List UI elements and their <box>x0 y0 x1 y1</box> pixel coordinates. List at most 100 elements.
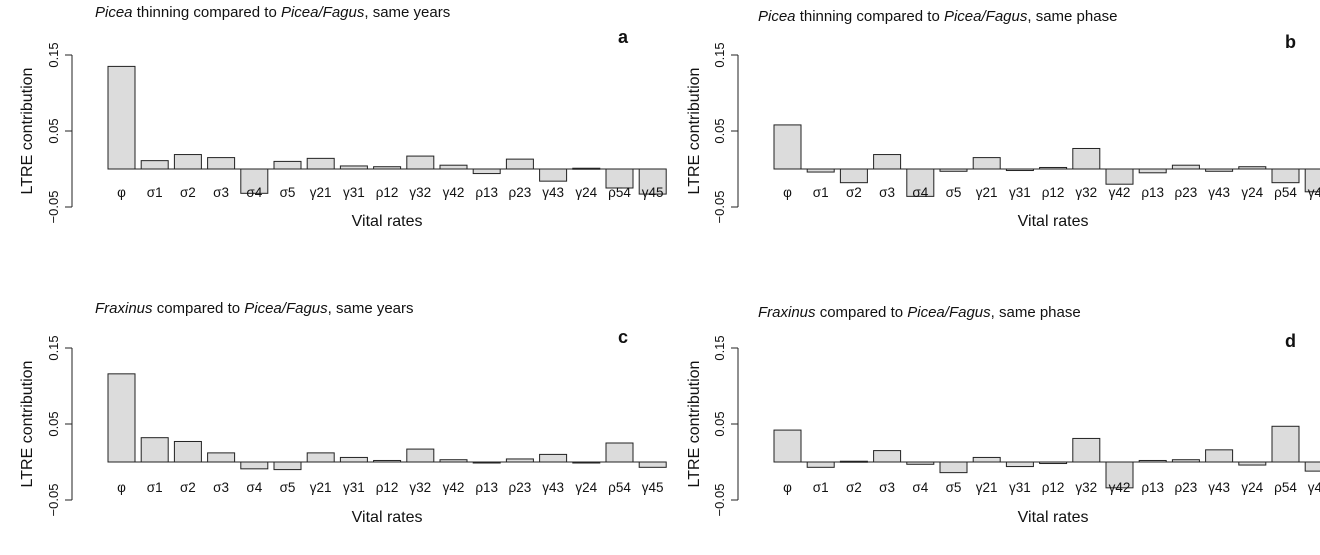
x-tick-label: σ5 <box>946 185 962 200</box>
x-tick-label: σ5 <box>946 480 962 495</box>
x-tick-label: ρ23 <box>1175 480 1198 495</box>
bar-γ21 <box>972 456 1001 463</box>
bar-σ5 <box>273 160 302 170</box>
bar-γ45 <box>638 168 667 195</box>
bar-γ43 <box>1205 168 1234 172</box>
bar-γ24 <box>572 461 601 464</box>
x-tick-label: σ1 <box>813 185 829 200</box>
x-tick-label: γ24 <box>1241 185 1263 200</box>
panel-c: Fraxinus compared to Picea/Fagus, same y… <box>19 300 667 526</box>
panel-title: Picea thinning compared to Picea/Fagus, … <box>758 8 1117 25</box>
x-tick-label: σ2 <box>846 480 862 495</box>
bar-σ2 <box>839 460 868 463</box>
x-tick-label: σ3 <box>879 480 895 495</box>
bar-γ24 <box>1238 166 1267 170</box>
bar-ρ12 <box>373 166 402 170</box>
bar-ρ54 <box>1271 425 1300 463</box>
bar-σ1 <box>806 461 835 468</box>
title-species-b: Picea/Fagus <box>907 304 991 321</box>
x-tick-label: ρ23 <box>1175 185 1198 200</box>
panel-b: Picea thinning compared to Picea/Fagus, … <box>686 8 1320 230</box>
bar-γ45 <box>1304 461 1320 472</box>
bar-γ31 <box>339 456 368 463</box>
title-suffix: , same phase <box>991 304 1081 321</box>
bar-σ4 <box>906 461 935 465</box>
x-tick-label: σ4 <box>246 185 262 200</box>
x-tick-label: γ31 <box>343 480 365 495</box>
title-species-a: Fraxinus <box>758 304 816 321</box>
bar-ρ54 <box>605 168 634 189</box>
panel-letter: d <box>1285 331 1296 351</box>
x-tick-label: σ4 <box>912 480 928 495</box>
x-tick-label: ρ12 <box>376 480 399 495</box>
y-tick-label: −0.05 <box>46 191 61 224</box>
x-tick-label: φ <box>783 480 792 495</box>
x-tick-label: φ <box>117 185 126 200</box>
x-tick-label: γ43 <box>542 185 564 200</box>
x-tick-label: ρ12 <box>1042 185 1065 200</box>
bar-ρ54 <box>605 442 634 463</box>
x-tick-label: φ <box>117 480 126 495</box>
bar-ρ13 <box>472 461 501 464</box>
x-tick-label: ρ13 <box>475 480 498 495</box>
panel-letter: a <box>618 27 629 47</box>
bar-φ <box>773 124 802 170</box>
bar-γ32 <box>1072 437 1101 463</box>
x-tick-label: γ45 <box>642 185 664 200</box>
bar-ρ13 <box>1138 459 1167 463</box>
y-axis-label: LTRE contribution <box>686 361 703 488</box>
x-tick-label: γ45 <box>1308 185 1320 200</box>
bar-γ45 <box>1304 168 1320 193</box>
x-tick-label: γ43 <box>542 480 564 495</box>
x-axis-label: Vital rates <box>1018 213 1089 230</box>
x-tick-label: ρ12 <box>376 185 399 200</box>
x-tick-label: σ3 <box>213 480 229 495</box>
y-tick-label: 0.15 <box>712 335 727 360</box>
panel-title: Fraxinus compared to Picea/Fagus, same p… <box>758 304 1081 321</box>
y-tick-label: −0.05 <box>712 191 727 224</box>
bar-γ43 <box>539 168 568 182</box>
bar-γ21 <box>972 157 1001 170</box>
x-axis-label: Vital rates <box>352 509 423 526</box>
bar-σ4 <box>240 168 269 194</box>
x-tick-label: γ42 <box>443 185 465 200</box>
title-middle: thinning compared to <box>796 8 944 25</box>
title-species-b: Picea/Fagus <box>944 8 1028 25</box>
x-tick-label: σ2 <box>180 480 196 495</box>
bar-σ3 <box>873 154 902 170</box>
x-tick-label: σ2 <box>180 185 196 200</box>
x-tick-label: γ31 <box>1009 480 1031 495</box>
x-tick-label: σ3 <box>213 185 229 200</box>
panel-letter: c <box>618 327 628 347</box>
x-tick-label: γ32 <box>409 185 431 200</box>
bar-γ21 <box>306 452 335 463</box>
x-tick-label: γ21 <box>976 185 998 200</box>
y-tick-label: 0.05 <box>712 411 727 436</box>
x-tick-label: ρ13 <box>1141 480 1164 495</box>
bar-ρ13 <box>472 168 501 175</box>
y-tick-label: 0.05 <box>46 118 61 143</box>
bar-σ5 <box>939 461 968 474</box>
x-tick-label: ρ54 <box>608 185 631 200</box>
panel-title: Picea thinning compared to Picea/Fagus, … <box>95 4 450 21</box>
title-species-b: Picea/Fagus <box>244 300 328 317</box>
x-tick-label: γ42 <box>1109 185 1131 200</box>
x-tick-label: σ4 <box>246 480 262 495</box>
y-axis-label: LTRE contribution <box>686 68 703 195</box>
x-tick-label: φ <box>783 185 792 200</box>
y-tick-label: 0.15 <box>46 335 61 360</box>
panel-d: Fraxinus compared to Picea/Fagus, same p… <box>686 304 1320 526</box>
bar-ρ23 <box>1171 164 1200 170</box>
y-tick-label: 0.05 <box>46 411 61 436</box>
bar-γ31 <box>1005 168 1034 172</box>
x-tick-label: γ32 <box>1075 185 1097 200</box>
title-species-b: Picea/Fagus <box>281 4 365 21</box>
x-tick-label: γ31 <box>343 185 365 200</box>
title-suffix: , same phase <box>1027 8 1117 25</box>
x-tick-label: ρ23 <box>509 480 532 495</box>
x-tick-label: ρ13 <box>475 185 498 200</box>
title-species-a: Picea <box>95 4 133 21</box>
bar-ρ12 <box>1039 166 1068 170</box>
bar-γ31 <box>1005 461 1034 468</box>
